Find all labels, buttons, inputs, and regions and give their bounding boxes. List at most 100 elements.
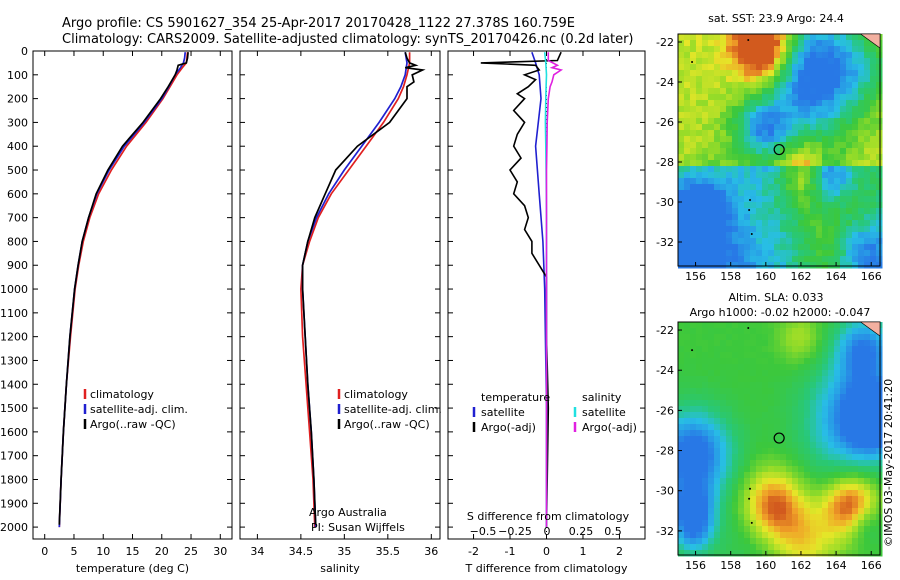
map-cell [840, 382, 847, 389]
map-cell [738, 490, 745, 497]
map-cell [846, 466, 853, 473]
map-cell [840, 70, 847, 77]
map-cell [870, 424, 877, 431]
map-cell [678, 478, 685, 485]
map-cell [786, 184, 793, 191]
map-cell [870, 220, 877, 227]
map-cell [774, 244, 781, 251]
map-cell [756, 484, 763, 491]
map-cell [702, 40, 709, 47]
map-cell [768, 466, 775, 473]
map-cell [786, 190, 793, 197]
map-cell [702, 526, 709, 533]
map-cell [720, 112, 727, 119]
map-subtitle: Argo h1000: -0.02 h2000: -0.047 [690, 306, 871, 319]
map-cell [690, 88, 697, 95]
map-cell [870, 352, 877, 359]
map-cell [714, 82, 721, 89]
map-cell [810, 394, 817, 401]
map-cell [750, 550, 757, 557]
map-cell [840, 82, 847, 89]
map-cell [834, 58, 841, 65]
map-cell [684, 514, 691, 521]
map-cell [690, 178, 697, 185]
map-cell [810, 448, 817, 455]
map-cell [750, 94, 757, 101]
map-cell [708, 472, 715, 479]
map-cell [864, 376, 871, 383]
map-cell [822, 514, 829, 521]
map-cell [846, 208, 853, 215]
map-cell [732, 34, 739, 41]
map-cell [690, 478, 697, 485]
map-cell [810, 328, 817, 335]
map-cell [756, 250, 763, 257]
map-cell [714, 484, 721, 491]
map-cell [804, 142, 811, 149]
map-cell [678, 112, 685, 119]
map-cell [846, 232, 853, 239]
map-cell [690, 250, 697, 257]
map-cell [792, 484, 799, 491]
map-cell [708, 166, 715, 173]
map-cell [876, 442, 883, 449]
map-cell [870, 250, 877, 257]
map-cell [708, 244, 715, 251]
map-cell [876, 400, 883, 407]
map-cell [828, 202, 835, 209]
map-cell [792, 238, 799, 245]
map-cell [690, 172, 697, 179]
map-cell [738, 106, 745, 113]
map-cell [852, 508, 859, 515]
y-tick-label: 1700 [0, 450, 28, 463]
map-cell [846, 88, 853, 95]
map-cell [768, 436, 775, 443]
y-tick-label: -30 [656, 485, 674, 498]
map-cell [690, 130, 697, 137]
map-cell [774, 94, 781, 101]
map-cell [720, 538, 727, 545]
map-cell [696, 136, 703, 143]
map-cell [720, 106, 727, 113]
map-cell [792, 262, 799, 269]
map-cell [762, 130, 769, 137]
map-cell [720, 544, 727, 551]
map-cell [870, 52, 877, 59]
map-cell [732, 352, 739, 359]
map-cell [756, 526, 763, 533]
map-cell [786, 250, 793, 257]
map-cell [696, 160, 703, 167]
map-cell [714, 106, 721, 113]
map-cell [678, 400, 685, 407]
map-cell [804, 520, 811, 527]
map-cell [852, 196, 859, 203]
map-cell [840, 436, 847, 443]
map-cell [756, 148, 763, 155]
map-cell [786, 334, 793, 341]
map-cell [684, 550, 691, 557]
map-cell [804, 394, 811, 401]
map-cell [864, 514, 871, 521]
map-cell [702, 346, 709, 353]
map-cell [762, 454, 769, 461]
map-cell [876, 502, 883, 509]
map-cell [678, 136, 685, 143]
map-cell [738, 520, 745, 527]
map-cell [810, 466, 817, 473]
map-cell [708, 214, 715, 221]
map-cell [792, 256, 799, 263]
map-cell [870, 400, 877, 407]
map-cell [792, 502, 799, 509]
map-cell [774, 232, 781, 239]
map-cell [858, 64, 865, 71]
map-cell [762, 388, 769, 395]
map-cell [744, 202, 751, 209]
map-cell [846, 196, 853, 203]
map-cell [828, 112, 835, 119]
map-cell [846, 46, 853, 53]
map-cell [828, 508, 835, 515]
map-cell [792, 520, 799, 527]
x-tick-label: 36 [424, 545, 438, 558]
map-cell [726, 352, 733, 359]
map-cell [846, 142, 853, 149]
